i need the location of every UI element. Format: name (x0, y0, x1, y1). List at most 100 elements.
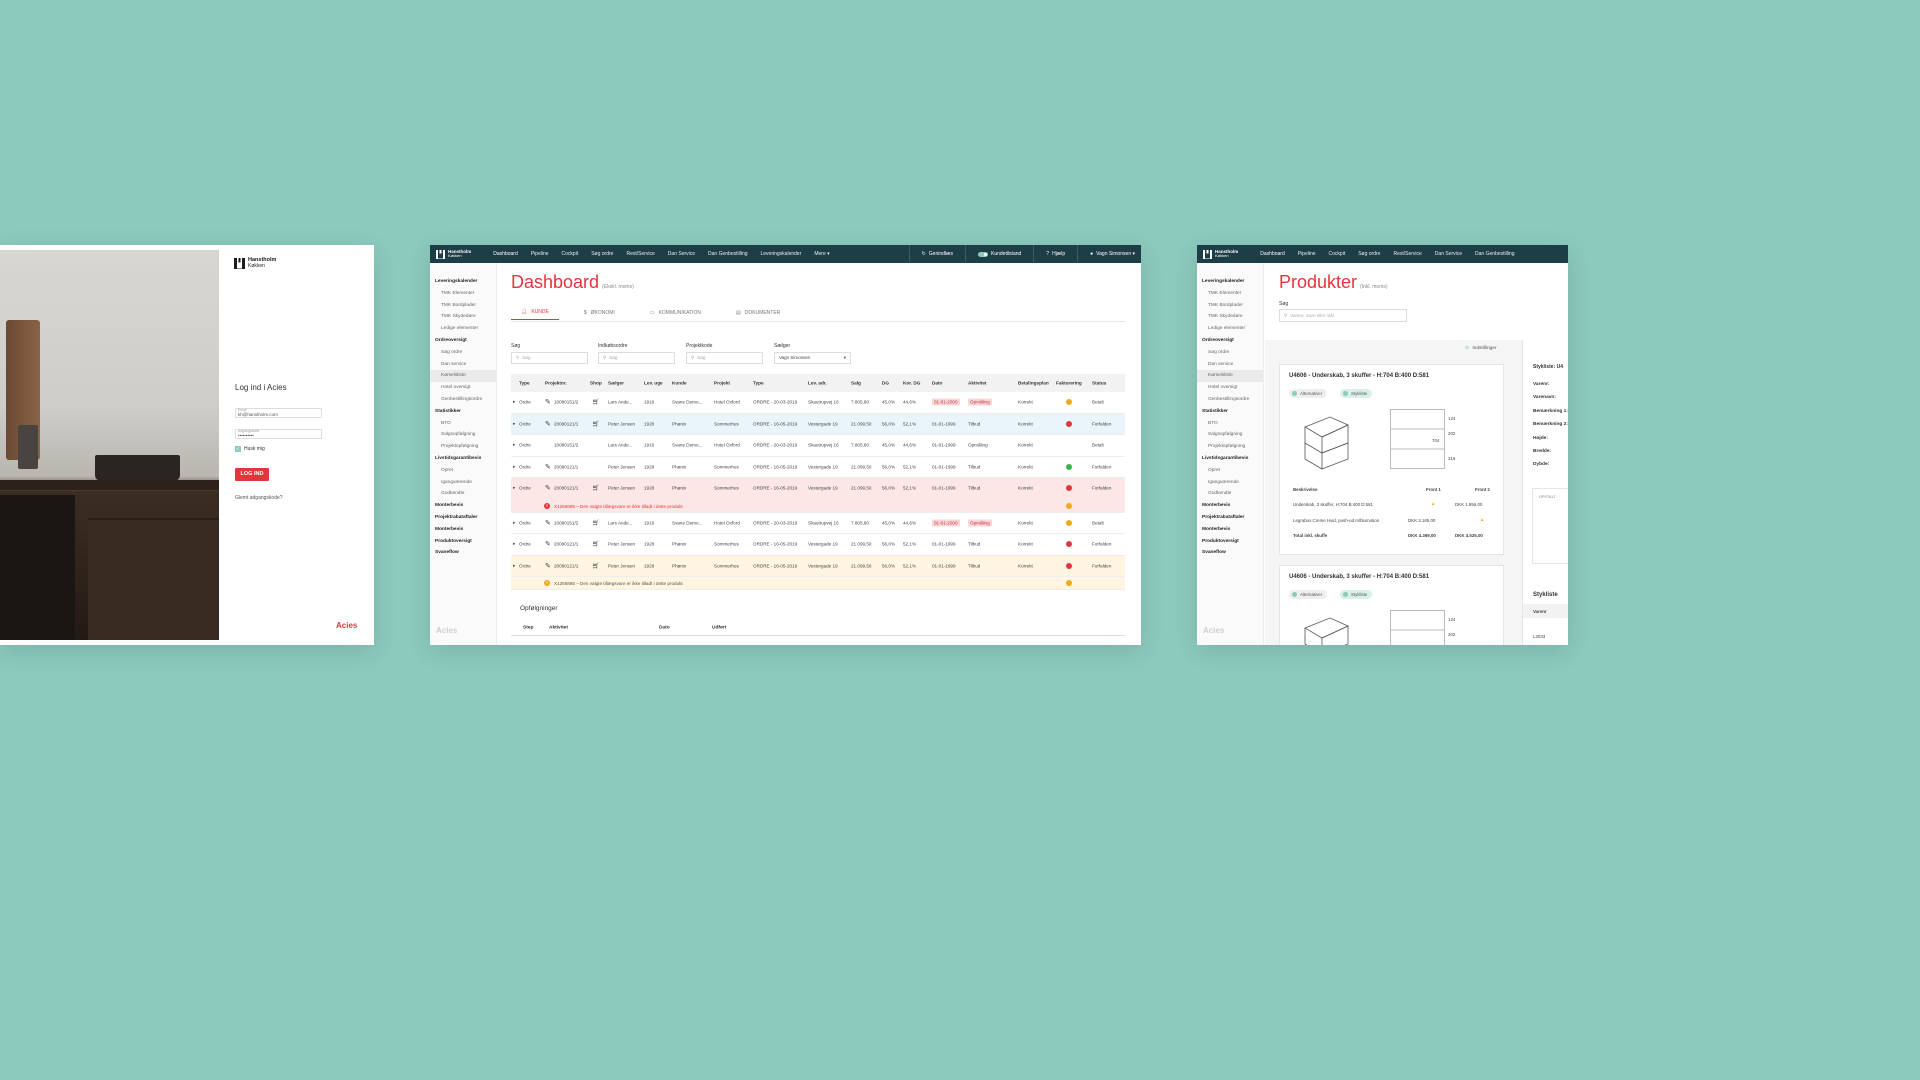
project-number[interactable]: 20080121/1 (554, 563, 579, 569)
project-number[interactable]: 20080121/1 (554, 541, 579, 547)
table-row[interactable]: ▸ Ordre ✎ 20080121/1 Peter Jensen 1928 Phønix S… (511, 457, 1125, 478)
sidebar-item[interactable]: TMK Elementer (1208, 290, 1242, 296)
sidebar-item[interactable]: Svaneflow (435, 550, 459, 556)
nav-cockpit[interactable]: Cockpit (1328, 251, 1346, 257)
sidebar-item[interactable]: Monterbevis (1202, 526, 1231, 532)
column-header[interactable]: Type (753, 380, 764, 386)
edit-pencil-icon[interactable]: ✎ (545, 562, 551, 570)
sidebar-item[interactable]: Søg ordre (1208, 349, 1230, 355)
expand-caret-icon[interactable]: ▸ (513, 562, 516, 568)
sidebar-item[interactable]: Søg ordre (441, 349, 463, 355)
sidebar-item[interactable]: Genbestillingsordre (441, 396, 483, 402)
sidebar-item[interactable]: TMK Bordplader (1208, 302, 1243, 308)
sidebar-item[interactable]: Salgsopfølgning (1208, 432, 1243, 438)
column-header[interactable]: Udført (712, 625, 727, 631)
sidebar-item[interactable]: Projektrabataftaler (1202, 514, 1245, 520)
sidebar-item[interactable]: Opret (441, 467, 453, 473)
nav-delivery-calendar[interactable]: Leveringskalender (760, 251, 802, 257)
sidebar-item[interactable]: Dan service (441, 361, 467, 367)
column-header[interactable]: Lev. uge (644, 380, 663, 386)
reload-button[interactable]: ↻ Genindlæs (922, 251, 953, 257)
cart-icon[interactable]: 🛒︎ (592, 541, 600, 548)
column-header[interactable]: Step (523, 625, 534, 631)
sidebar-item[interactable]: TMK Bordplader (441, 302, 476, 308)
nav-more[interactable]: Mere ▾ (814, 251, 830, 257)
column-header[interactable]: DG (882, 380, 890, 386)
sidebar-item[interactable]: Godkendte (1208, 491, 1232, 497)
sidebar-item[interactable]: Monterbevis (435, 526, 464, 532)
sidebar-item[interactable]: Igangværende (1208, 479, 1239, 485)
nav-create-reorder[interactable]: Dan Genbestilling (1475, 251, 1515, 257)
column-header[interactable]: Aktivitet (968, 380, 987, 386)
sidebar-item[interactable]: Ordreoversigt (435, 337, 467, 343)
project-number[interactable]: 20080121/1 (554, 485, 579, 491)
tab-kunde[interactable]: 👤︎ KUNDE (511, 305, 559, 320)
cart-icon[interactable]: 🛒︎ (592, 563, 600, 570)
sidebar-item[interactable]: TMK Elementer (441, 290, 475, 296)
sidebar-item[interactable]: Svaneflow (1202, 550, 1226, 556)
cart-icon[interactable]: 🛒︎ (592, 520, 600, 527)
nav-pipeline[interactable]: Pipeline (530, 251, 549, 257)
search-input[interactable]: ⚲ Søg (511, 352, 588, 364)
edit-pencil-icon[interactable]: ✎ (545, 463, 551, 471)
project-number[interactable]: 10080151/2 (554, 520, 579, 526)
sidebar-item[interactable]: TMK Skydedøre (1208, 314, 1243, 320)
nav-cockpit[interactable]: Cockpit (561, 251, 579, 257)
hanstholm-logo[interactable]: Hanstholm Køkken (1203, 249, 1238, 259)
column-header[interactable]: Kor. DG (903, 380, 921, 386)
table-row[interactable]: ▸ Ordre ✎ 20080121/1 🛒︎ Peter Jensen 1928 Phøni… (511, 478, 1125, 500)
help-button[interactable]: ? Hjælp (1046, 251, 1065, 257)
column-header[interactable]: Projekt (714, 380, 730, 386)
sidebar-item[interactable]: Ordreoversigt (1202, 337, 1234, 343)
project-number[interactable]: 10080151/2 (554, 399, 579, 405)
column-header[interactable]: Sælger (608, 380, 624, 386)
column-header[interactable]: Dato (659, 625, 670, 631)
tab-okonomi[interactable]: $ ØKONOMI (574, 305, 625, 320)
project-number[interactable]: 10080151/2 (554, 442, 579, 448)
edit-pencil-icon[interactable]: ✎ (545, 485, 551, 493)
sidebar-item[interactable]: Projektopfølgning (1208, 444, 1246, 450)
column-header[interactable]: Lev. adr. (808, 380, 827, 386)
sidebar-item[interactable]: Salgsopfølgning (441, 432, 476, 438)
nav-create-service[interactable]: Dan Service (667, 251, 696, 257)
table-row[interactable]: ▸ Ordre 10080151/2 Lars Ande... 1916 Svane De… (511, 435, 1125, 457)
expand-caret-icon[interactable]: ▸ (513, 463, 516, 469)
expand-caret-icon[interactable]: ▸ (513, 420, 516, 426)
column-header[interactable]: Projektnr. (545, 380, 567, 386)
sidebar-item[interactable]: Livstidsgarantibevis (1202, 455, 1249, 461)
column-header[interactable]: Salg (851, 380, 861, 386)
edit-pencil-icon[interactable]: ✎ (545, 420, 551, 428)
sidebar-item[interactable]: Kørselsliste (1197, 370, 1263, 383)
sidebar-item[interactable]: Projektopfølgning (441, 444, 479, 450)
sidebar-item[interactable]: Projektrabataftaler (435, 514, 478, 520)
column-header[interactable]: Dato (932, 380, 943, 386)
cart-icon[interactable]: 🛒︎ (592, 421, 600, 428)
customer-mode-toggle[interactable]: Kundetilstand (977, 251, 1021, 257)
nav-search-order[interactable]: Søg ordre (1358, 251, 1381, 257)
column-header[interactable]: Fakturering (1056, 380, 1082, 386)
nav-search-order[interactable]: Søg ordre (591, 251, 614, 257)
sidebar-item[interactable]: Hotel oversigt (441, 385, 471, 391)
expand-caret-icon[interactable]: ▸ (513, 442, 516, 448)
sidebar-item[interactable]: Ledige elementer (1208, 326, 1246, 332)
sidebar-item[interactable]: Produktoversigt (1202, 538, 1239, 544)
sidebar-item[interactable]: Produktoversigt (435, 538, 472, 544)
sidebar-item[interactable]: Statistikker (435, 408, 461, 414)
sidebar-item[interactable]: Ledige elementer (441, 326, 479, 332)
sidebar-item[interactable]: Igangværende (441, 479, 472, 485)
sidebar-item[interactable]: Genbestillingsordre (1208, 396, 1250, 402)
table-row[interactable]: ▸ Ordre ✎ 20080121/1 🛒︎ Peter Jensen 1928 Phøni… (511, 534, 1125, 556)
bom-button[interactable]: Stykliste (1340, 389, 1373, 398)
column-header[interactable]: Shop (590, 380, 602, 386)
remember-checkbox[interactable]: ✓ Husk mig (235, 446, 265, 452)
sidebar-item[interactable]: Monterbevis (1202, 503, 1231, 509)
sidebar-item[interactable]: Statistikker (1202, 408, 1228, 414)
expand-caret-icon[interactable]: ▸ (513, 485, 516, 491)
expand-caret-icon[interactable]: ▸ (513, 519, 516, 525)
edit-pencil-icon[interactable]: ✎ (545, 541, 551, 549)
forgot-password-link[interactable]: Glemt adgangskode? (235, 495, 283, 501)
column-header[interactable]: Betalingsplan (1018, 380, 1049, 386)
table-row[interactable]: ▸ Ordre ✎ 10080151/2 🛒︎ Lars Ande... 1916 Svane… (511, 392, 1125, 414)
tab-dokumenter[interactable]: ▤ DOKUMENTER (726, 305, 790, 320)
login-button[interactable]: LOG IND (235, 468, 269, 481)
